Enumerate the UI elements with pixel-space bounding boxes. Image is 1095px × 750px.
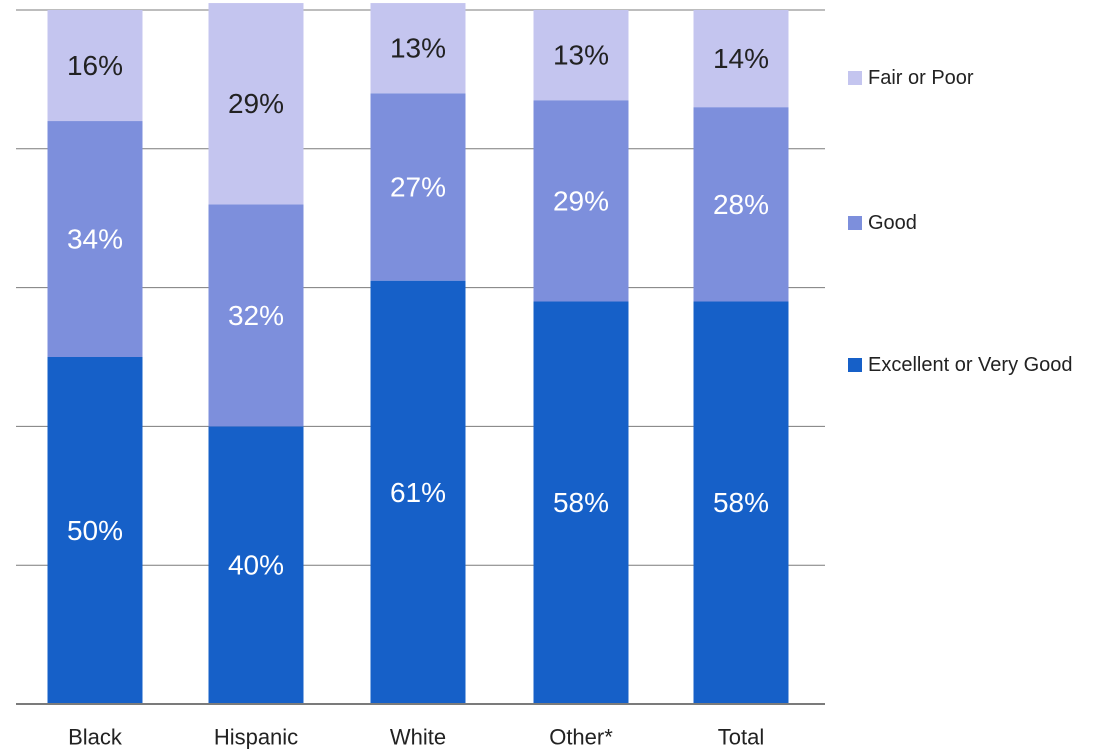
legend-item: Excellent or Very Good: [848, 354, 1073, 376]
bar-segment: [693, 107, 789, 302]
bar-segment: [370, 280, 466, 704]
category-label: Black: [68, 725, 123, 750]
legend-label: Good: [868, 212, 917, 234]
bar-segment: [208, 426, 304, 704]
legend-swatch: [848, 71, 862, 85]
data-label: 34%: [67, 224, 123, 255]
category-label: Other*: [549, 725, 613, 750]
category-label: White: [390, 725, 446, 750]
bar-black: 50% 34% 16%: [47, 10, 143, 704]
category-labels: Black Hispanic White Other* Total: [68, 725, 764, 750]
data-label: 28%: [713, 189, 769, 220]
bar-segment: [208, 204, 304, 427]
data-label: 29%: [553, 185, 609, 216]
bar-other: 58% 29% 13%: [533, 10, 629, 704]
bar-segment: [370, 3, 466, 94]
legend-item: Good: [848, 212, 917, 234]
bar-segment: [693, 10, 789, 108]
data-label: 58%: [713, 487, 769, 518]
legend-label: Fair or Poor: [868, 67, 974, 89]
legend: Fair or Poor Good Excellent or Very Good: [848, 67, 1073, 376]
legend-swatch: [848, 216, 862, 230]
legend-item: Fair or Poor: [848, 67, 974, 89]
data-label: 14%: [713, 43, 769, 74]
bar-segment: [208, 3, 304, 205]
data-label: 58%: [553, 487, 609, 518]
data-label: 16%: [67, 50, 123, 81]
data-label: 61%: [390, 477, 446, 508]
data-label: 50%: [67, 515, 123, 546]
bar-hispanic: 40% 32% 29%: [208, 3, 304, 704]
data-label: 13%: [553, 40, 609, 71]
data-label: 27%: [390, 171, 446, 202]
bar-segment: [47, 357, 143, 704]
data-label: 29%: [228, 88, 284, 119]
legend-label: Excellent or Very Good: [868, 354, 1073, 376]
bar-total: 58% 28% 14%: [693, 10, 789, 704]
bar-segment: [533, 301, 629, 704]
bar-segment: [693, 301, 789, 704]
category-label: Hispanic: [214, 725, 298, 750]
bar-segment: [370, 93, 466, 281]
bar-segment: [47, 10, 143, 122]
bar-segment: [533, 10, 629, 101]
bars: 50% 34% 16% 40% 32% 29% 61% 27% 13% 58% 29% 13% 58% 2…: [47, 3, 789, 704]
bar-segment: [533, 100, 629, 302]
legend-swatch: [848, 358, 862, 372]
data-label: 32%: [228, 300, 284, 331]
bar-white: 61% 27% 13%: [370, 3, 466, 704]
bar-segment: [47, 121, 143, 357]
data-label: 13%: [390, 33, 446, 64]
data-label: 40%: [228, 550, 284, 581]
category-label: Total: [718, 725, 764, 750]
